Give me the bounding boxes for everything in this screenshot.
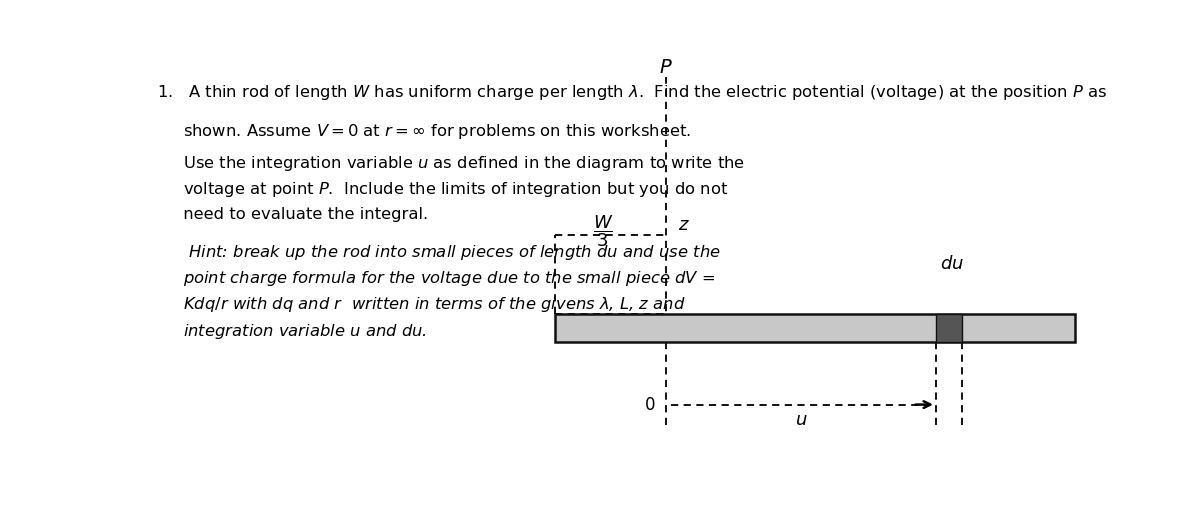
- Bar: [554, 313, 1075, 342]
- Text: 1.   A thin rod of length $W$ has uniform charge per length $\lambda$.  Find the: 1. A thin rod of length $W$ has uniform …: [157, 83, 1108, 102]
- Text: $Kdq/r$ with $dq$ and $r$  written in terms of the givens $\lambda$, $L$, $z$ an: $Kdq/r$ with $dq$ and $r$ written in ter…: [157, 296, 686, 314]
- Text: need to evaluate the integral.: need to evaluate the integral.: [157, 206, 428, 222]
- Text: $0$: $0$: [643, 396, 655, 414]
- Text: $du$: $du$: [940, 255, 964, 273]
- Text: $z$: $z$: [678, 216, 690, 234]
- Bar: [936, 313, 962, 342]
- Text: Use the integration variable $u$ as defined in the diagram to write the: Use the integration variable $u$ as defi…: [157, 154, 745, 173]
- Text: Hint: break up the rod into small pieces of length $du$ and use the: Hint: break up the rod into small pieces…: [157, 243, 721, 262]
- Text: $\dfrac{W}{3}$: $\dfrac{W}{3}$: [593, 213, 613, 248]
- Text: shown. Assume $V = 0$ at $r = \infty$ for problems on this worksheet.: shown. Assume $V = 0$ at $r = \infty$ fo…: [157, 122, 691, 141]
- Text: integration variable $u$ and $du$.: integration variable $u$ and $du$.: [157, 322, 427, 341]
- Text: $P$: $P$: [659, 58, 673, 77]
- Text: $u$: $u$: [794, 411, 808, 428]
- Text: point charge formula for the voltage due to the small piece $dV$ =: point charge formula for the voltage due…: [157, 269, 715, 288]
- Text: voltage at point $P$.  Include the limits of integration but you do not: voltage at point $P$. Include the limits…: [157, 180, 728, 199]
